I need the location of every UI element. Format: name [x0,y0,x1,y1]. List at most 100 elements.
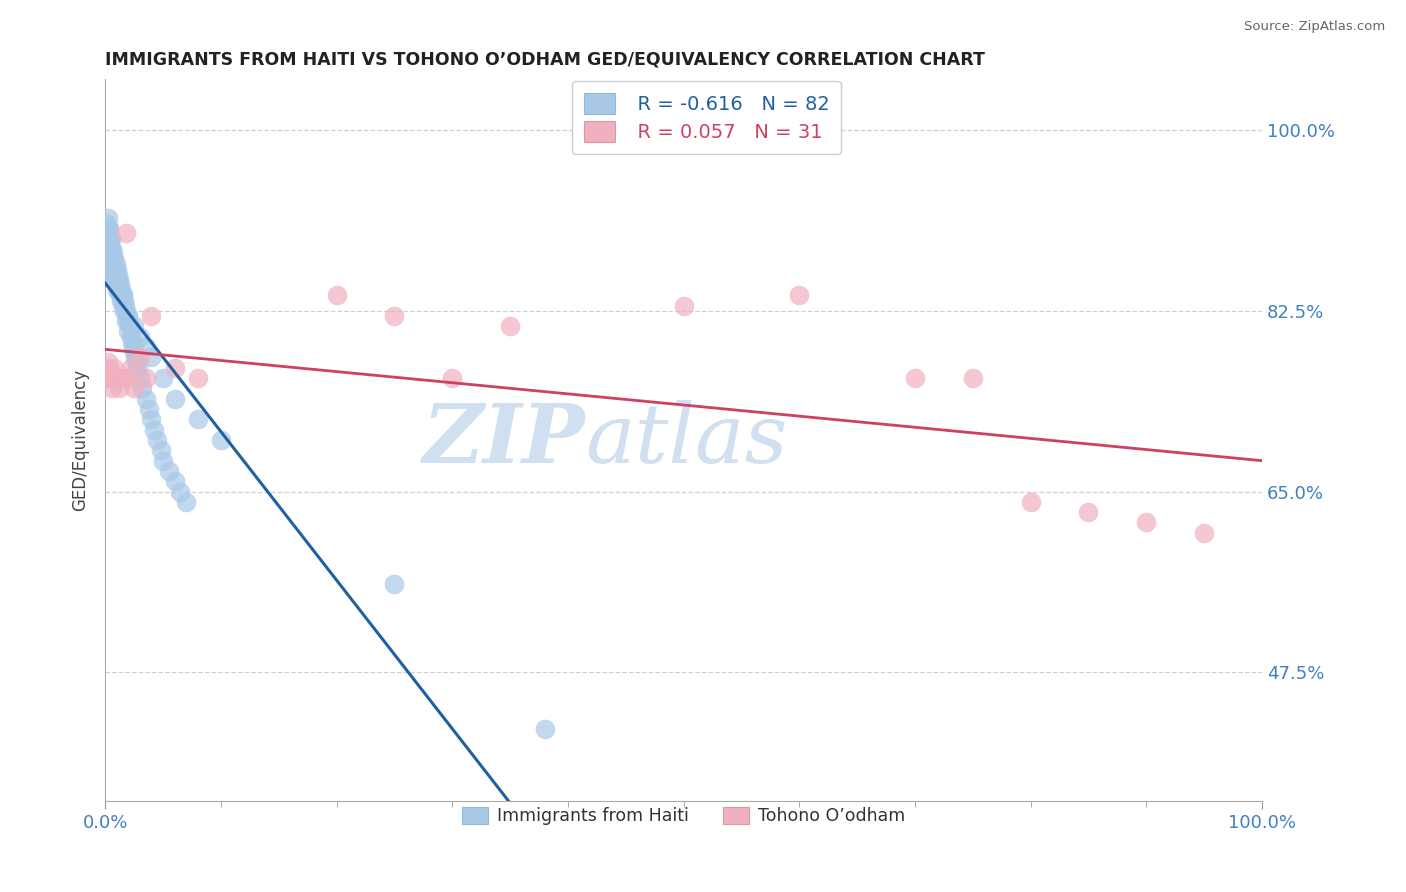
Point [209,433,232,447]
Point [96,371,118,385]
Point [149,443,172,458]
Point [115,227,138,241]
Point [187,412,209,426]
Point [141,412,163,426]
Point [96,211,118,225]
Point [187,371,209,385]
Point [152,371,174,385]
Point [105,283,128,297]
Point [110,288,132,302]
Point [111,288,134,302]
Point [107,268,129,282]
Point [96,231,118,245]
Point [384,309,406,323]
Point [111,299,134,313]
Point [169,484,191,499]
Point [138,401,160,416]
Point [103,371,125,385]
Point [135,392,157,406]
Point [108,381,131,395]
Point [122,340,145,354]
Point [103,252,125,267]
Point [100,252,122,267]
Point [441,371,464,385]
Point [97,242,120,256]
Point [120,360,142,375]
Point [163,360,186,375]
Point [97,227,120,241]
Point [124,351,146,365]
Point [135,371,157,385]
Point [1135,516,1157,530]
Point [1019,495,1042,509]
Point [104,269,127,284]
Point [101,252,124,267]
Point [100,242,122,256]
Point [163,474,186,488]
Point [101,262,124,277]
Point [499,319,522,334]
Point [107,278,129,293]
Point [152,453,174,467]
Point [174,495,197,509]
Point [122,381,145,395]
Point [112,293,135,308]
Point [131,381,153,395]
Point [96,227,118,241]
Point [120,329,142,343]
Point [142,423,165,437]
Point [125,355,148,369]
Point [98,242,121,256]
Point [122,319,145,334]
Point [1192,525,1215,540]
Point [141,351,163,365]
Point [118,319,141,334]
Point [103,273,125,287]
Point [111,371,134,385]
Point [115,309,138,323]
Point [97,360,120,375]
Point [103,247,125,261]
Y-axis label: GED/Equivalency: GED/Equivalency [72,368,89,511]
Point [101,381,124,395]
Point [96,355,118,369]
Point [127,360,149,375]
Point [105,371,128,385]
Point [141,309,163,323]
Point [105,273,128,287]
Point [904,371,927,385]
Point [101,242,124,256]
Point [96,231,118,245]
Legend: Immigrants from Haiti, Tohono O’odham: Immigrants from Haiti, Tohono O’odham [456,799,912,832]
Point [96,216,118,230]
Point [103,257,125,271]
Point [103,268,125,282]
Point [163,392,186,406]
Point [96,221,118,235]
Point [110,283,132,297]
Point [129,351,152,365]
Point [672,299,695,313]
Point [108,273,131,287]
Point [98,231,121,245]
Text: IMMIGRANTS FROM HAITI VS TOHONO O’ODHAM GED/EQUIVALENCY CORRELATION CHART: IMMIGRANTS FROM HAITI VS TOHONO O’ODHAM … [105,51,986,69]
Point [157,464,180,478]
Point [103,360,125,375]
Text: atlas: atlas [585,400,787,480]
Point [533,722,555,736]
Point [115,314,138,328]
Point [117,325,139,339]
Point [108,283,131,297]
Point [117,371,139,385]
Point [129,329,152,343]
Text: Source: ZipAtlas.com: Source: ZipAtlas.com [1244,20,1385,33]
Point [114,299,136,313]
Point [384,577,406,591]
Point [146,433,169,447]
Point [105,262,128,277]
Point [117,314,139,328]
Point [962,371,984,385]
Point [325,288,347,302]
Point [122,345,145,359]
Point [97,221,120,235]
